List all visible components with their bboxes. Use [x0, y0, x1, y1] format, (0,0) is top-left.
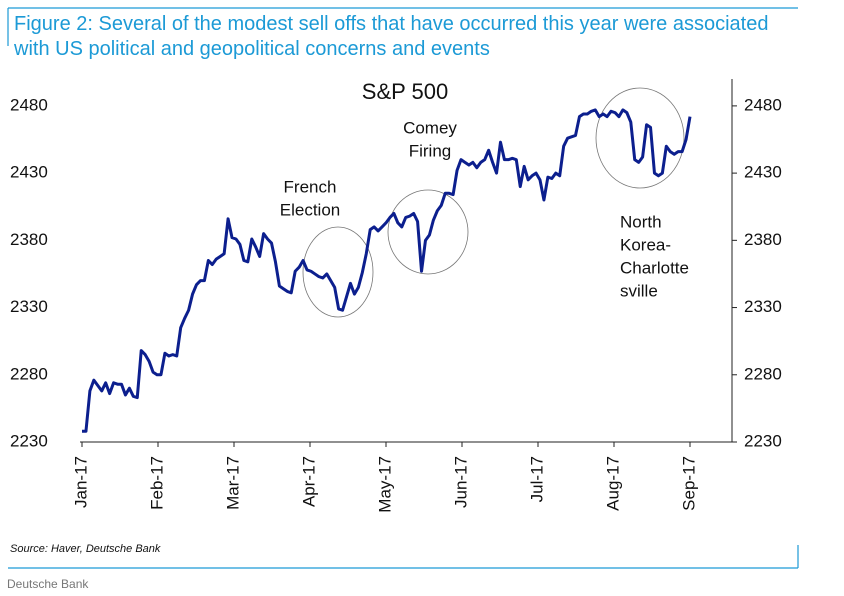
x-tick-label: Jul-17 — [527, 456, 546, 502]
x-tick-label: Jun-17 — [451, 456, 470, 508]
y-tick-label: 2280 — [10, 364, 48, 383]
chart-subtitle: S&P 500 — [362, 79, 448, 104]
annotation: North — [620, 212, 662, 231]
x-tick-label: Feb-17 — [147, 456, 166, 510]
y-tick-label: 2430 — [10, 163, 48, 182]
y2-tick-label: 2480 — [744, 95, 782, 114]
x-tick-label: Mar-17 — [223, 456, 242, 510]
annotation: Comey — [403, 118, 457, 137]
x-tick-label: Sep-17 — [679, 456, 698, 511]
annotation: Firing — [409, 141, 452, 160]
y-tick-label: 2480 — [10, 95, 48, 114]
annotation: Charlotte — [620, 258, 689, 277]
x-tick-label: Apr-17 — [299, 456, 318, 507]
highlight-circle — [595, 87, 685, 189]
y2-tick-label: 2230 — [744, 431, 782, 450]
figure-title: Figure 2: Several of the modest sell off… — [14, 13, 769, 60]
line — [82, 108, 692, 433]
y2-tick-label: 2280 — [744, 364, 782, 383]
annotation: Election — [280, 200, 340, 219]
x-tick-label: Aug-17 — [603, 456, 622, 511]
y2-tick-label: 2330 — [744, 297, 782, 316]
x-tick-label: Jan-17 — [71, 456, 90, 508]
y-tick-label: 2380 — [10, 230, 48, 249]
y2-tick-label: 2430 — [744, 163, 782, 182]
source: Source: Haver, Deutsche Bank — [10, 543, 161, 555]
y-tick-label: 2230 — [10, 431, 48, 450]
highlight-circle — [387, 189, 469, 275]
annotation: sville — [620, 281, 658, 300]
y2-tick-label: 2380 — [744, 230, 782, 249]
x-tick-label: May-17 — [375, 456, 394, 513]
footer: Deutsche Bank — [7, 577, 89, 591]
y-tick-label: 2330 — [10, 297, 48, 316]
annotation: French — [284, 177, 337, 196]
annotation: Korea- — [620, 235, 671, 254]
highlight-circle — [302, 226, 374, 318]
